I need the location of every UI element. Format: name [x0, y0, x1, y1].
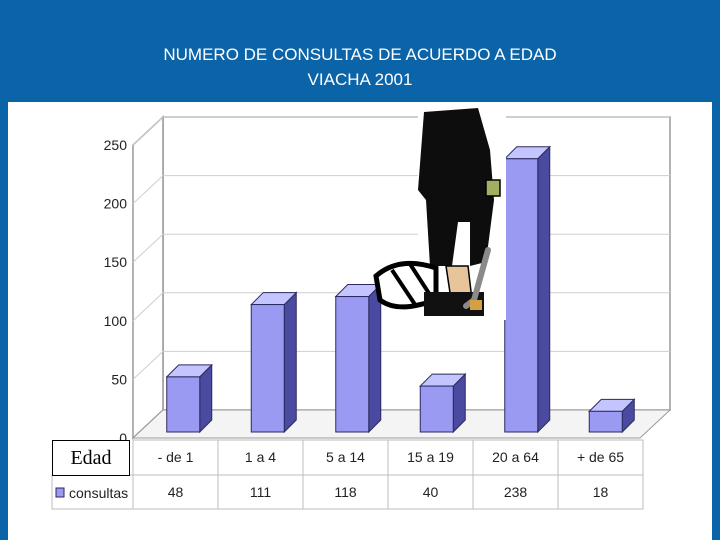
gridline-side — [132, 351, 164, 380]
person-with-crutch-icon — [373, 106, 506, 320]
edad-text-box[interactable]: Edad — [52, 440, 130, 476]
category-label: + de 65 — [577, 449, 624, 465]
chart-title-line2: VIACHA 2001 — [307, 70, 413, 89]
bar — [250, 291, 298, 434]
data-label: 111 — [250, 484, 271, 500]
chart-title: NUMERO DE CONSULTAS DE ACUERDO A EDAD VI… — [0, 42, 720, 92]
y-tick-label: 200 — [104, 196, 128, 212]
bar-front — [250, 304, 285, 433]
data-label: 118 — [334, 484, 357, 500]
figure-shoe — [424, 292, 484, 316]
bar-front — [588, 410, 623, 433]
y-tick-label: 100 — [104, 313, 128, 329]
bar — [588, 398, 636, 434]
bar-front — [166, 376, 201, 433]
category-label: 1 a 4 — [245, 449, 276, 465]
gridline-side — [132, 116, 164, 146]
figure-body — [418, 108, 494, 266]
y-tick-label: 250 — [104, 137, 128, 153]
y-tick-label: 50 — [111, 371, 127, 387]
bar-front — [504, 158, 539, 433]
chart-bars — [165, 145, 636, 434]
bar — [503, 145, 551, 434]
chart-gridlines — [132, 116, 670, 380]
category-label: - de 1 — [158, 449, 194, 465]
legend-cell — [51, 474, 134, 510]
bar-front — [335, 296, 370, 433]
crutch-tip — [470, 300, 482, 310]
data-label: 40 — [423, 484, 439, 500]
bar-side — [537, 145, 551, 434]
gridline-side — [132, 175, 164, 204]
bar-side — [368, 283, 382, 434]
data-label: 238 — [504, 484, 528, 500]
category-label: 5 a 14 — [326, 449, 365, 465]
chart-title-line1: NUMERO DE CONSULTAS DE ACUERDO A EDAD — [163, 45, 557, 64]
category-label: 15 a 19 — [407, 449, 454, 465]
category-label: 20 a 64 — [492, 449, 539, 465]
bar-front — [419, 385, 454, 433]
gridline-side — [132, 292, 164, 322]
side-wall — [132, 115, 164, 440]
data-table: - de 1 48 1 a 4 111 5 a 14 118 15 a 19 40 20 a 6… — [51, 439, 644, 510]
figure-cast — [373, 260, 439, 310]
data-label: 48 — [168, 484, 184, 500]
y-axis-ticks: 0 50 100 150 200 250 — [104, 137, 128, 446]
y-tick-label: 0 — [119, 430, 127, 446]
bar — [419, 372, 467, 434]
bar — [334, 283, 382, 434]
bar-side — [283, 291, 297, 434]
gridline-side — [132, 233, 164, 263]
bar — [165, 363, 213, 434]
legend-label: consultas — [69, 485, 128, 501]
figure-hand — [485, 179, 501, 197]
y-tick-label: 150 — [104, 254, 128, 270]
data-label: 18 — [593, 484, 609, 500]
legend-swatch — [55, 487, 65, 498]
